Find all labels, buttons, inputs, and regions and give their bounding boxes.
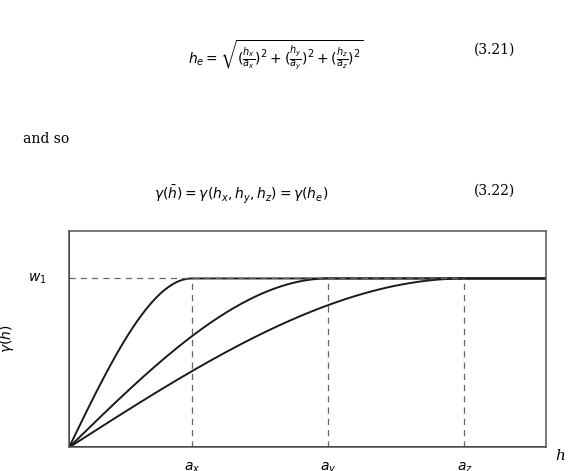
Text: $a_z$: $a_z$ <box>457 461 472 471</box>
Text: $a_x$: $a_x$ <box>183 461 200 471</box>
Text: $h_e = \sqrt{(\frac{h_x}{a_x})^2 + (\frac{h_y}{a_y})^2 + (\frac{h_z}{a_z})^2}$: $h_e = \sqrt{(\frac{h_x}{a_x})^2 + (\fra… <box>188 38 364 71</box>
Text: (3.21): (3.21) <box>474 42 515 57</box>
Text: and so: and so <box>23 132 69 146</box>
Text: $w_1$: $w_1$ <box>28 271 46 285</box>
Text: (3.22): (3.22) <box>474 184 515 198</box>
Text: $a_y$: $a_y$ <box>320 461 336 471</box>
Text: $\gamma(\bar{h}) = \gamma(h_x, h_y, h_z) = \gamma(h_e)$: $\gamma(\bar{h}) = \gamma(h_x, h_y, h_z)… <box>154 184 329 206</box>
Text: $\gamma(h)$: $\gamma(h)$ <box>0 325 16 353</box>
Text: h: h <box>555 449 565 463</box>
